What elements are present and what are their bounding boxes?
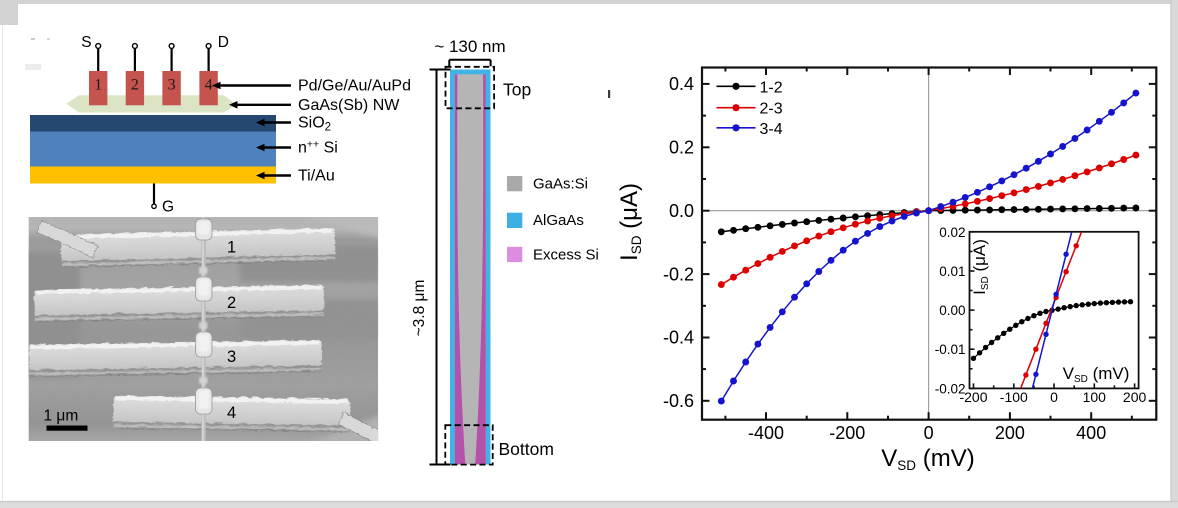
svg-text:VSD (mV): VSD (mV) [1063, 364, 1130, 385]
svg-text:0.2: 0.2 [669, 138, 694, 158]
svg-text:0: 0 [1050, 389, 1058, 405]
svg-text:3: 3 [168, 77, 176, 94]
svg-text:3: 3 [227, 348, 236, 366]
svg-text:2: 2 [227, 294, 236, 312]
svg-text:Pd/Ge/Au/AuPd: Pd/Ge/Au/AuPd [298, 78, 411, 95]
svg-text:Excess Si: Excess Si [533, 246, 599, 263]
svg-text:1-2: 1-2 [760, 79, 783, 96]
svg-text:Bottom: Bottom [499, 439, 554, 459]
svg-text:1: 1 [94, 77, 102, 94]
svg-text:ISD (μA): ISD (μA) [616, 183, 644, 261]
svg-text:-0.02: -0.02 [935, 381, 966, 396]
svg-text:0.02: 0.02 [939, 225, 965, 240]
svg-text:200: 200 [1123, 389, 1147, 405]
svg-text:0.4: 0.4 [669, 74, 694, 94]
svg-text:~3.8 μm: ~3.8 μm [411, 280, 428, 337]
svg-text:0.0: 0.0 [669, 201, 694, 221]
svg-text:-0.01: -0.01 [935, 342, 966, 357]
svg-text:VSD (mV): VSD (mV) [881, 445, 974, 473]
svg-text:4: 4 [227, 404, 236, 422]
svg-text:0: 0 [924, 423, 934, 443]
svg-text:GaAs(Sb) NW: GaAs(Sb) NW [298, 97, 400, 114]
svg-text:0.01: 0.01 [939, 264, 965, 279]
svg-text:0.00: 0.00 [939, 303, 965, 318]
svg-text:-100: -100 [1000, 389, 1028, 405]
svg-text:4: 4 [205, 77, 213, 94]
svg-text:n++ Si: n++ Si [298, 139, 338, 157]
svg-text:AlGaAs: AlGaAs [533, 212, 584, 229]
svg-text:-400: -400 [748, 423, 784, 443]
svg-text:-0.2: -0.2 [663, 264, 694, 284]
svg-text:S: S [81, 34, 91, 51]
svg-text:Ti/Au: Ti/Au [298, 168, 335, 185]
svg-text:100: 100 [1083, 389, 1107, 405]
svg-text:1 μm: 1 μm [44, 408, 79, 425]
svg-text:-200: -200 [829, 423, 865, 443]
svg-text:GaAs:Si: GaAs:Si [533, 176, 588, 193]
svg-text:400: 400 [1076, 423, 1106, 443]
svg-text:3-4: 3-4 [760, 121, 783, 138]
svg-text:D: D [218, 34, 229, 51]
svg-text:-0.6: -0.6 [663, 391, 694, 411]
svg-text:Top: Top [503, 80, 531, 100]
svg-text:-0.4: -0.4 [663, 328, 694, 348]
svg-text:-200: -200 [959, 389, 987, 405]
svg-text:200: 200 [995, 423, 1025, 443]
svg-text:~ 130 nm: ~ 130 nm [434, 37, 505, 56]
svg-text:1: 1 [227, 239, 236, 257]
svg-text:G: G [162, 199, 174, 216]
svg-text:SiO2: SiO2 [298, 115, 331, 134]
svg-text:2-3: 2-3 [760, 101, 783, 118]
svg-text:2: 2 [131, 77, 139, 94]
